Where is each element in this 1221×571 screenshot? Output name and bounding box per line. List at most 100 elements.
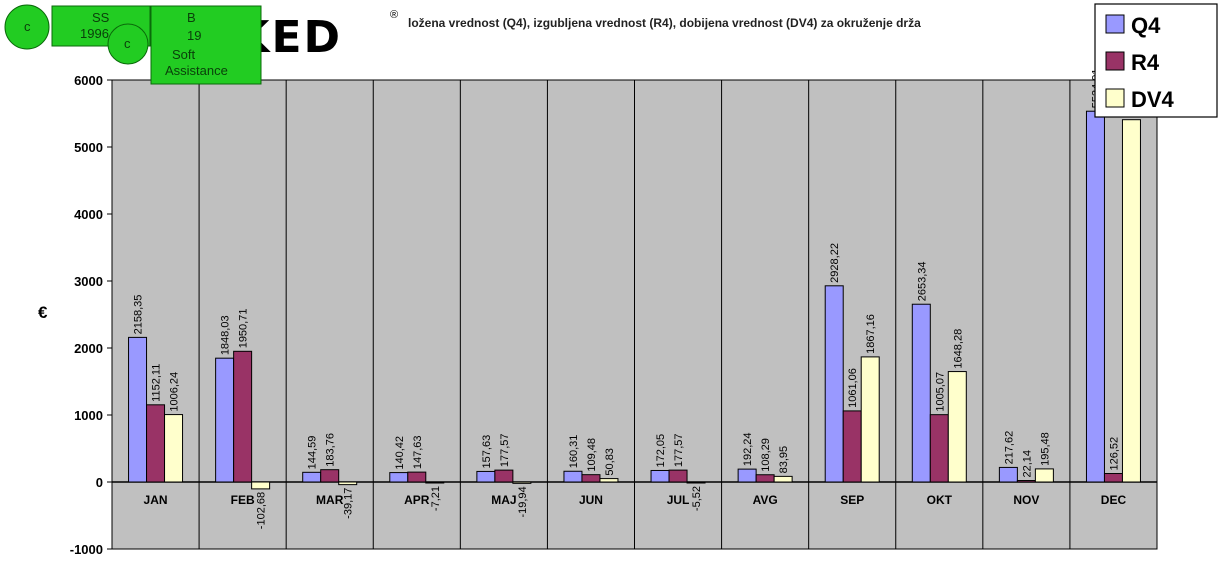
- data-label: 1867,16: [865, 314, 877, 354]
- badge2-line4: Assistance: [165, 63, 228, 78]
- bar-r4-jul: [669, 470, 687, 482]
- bar-r4-apr: [408, 472, 426, 482]
- bar-dv4-sep: [861, 357, 879, 482]
- bar-dv4-maj: [513, 482, 531, 483]
- data-label: 2653,34: [916, 261, 928, 301]
- logo-registered-mark: ®: [390, 9, 398, 21]
- data-label: -19,94: [517, 486, 529, 517]
- bar-r4-avg: [756, 475, 774, 482]
- bar-r4-sep: [843, 411, 861, 482]
- data-label: -5,52: [691, 486, 703, 511]
- bar-q4-mar: [303, 472, 321, 482]
- x-category-label: FEB: [231, 493, 255, 507]
- data-label: 217,62: [1003, 431, 1015, 465]
- badge2-line3: Soft: [172, 47, 196, 62]
- bar-r4-maj: [495, 470, 513, 482]
- legend-swatch-r4: [1106, 52, 1124, 70]
- data-label: 2928,22: [829, 243, 841, 283]
- bar-q4-avg: [738, 469, 756, 482]
- data-label: 144,59: [307, 436, 319, 470]
- data-label: 192,24: [742, 432, 754, 466]
- data-label: 160,31: [568, 435, 580, 469]
- x-category-label: AVG: [753, 493, 778, 507]
- x-category-label: APR: [404, 493, 430, 507]
- data-label: 1648,28: [952, 329, 964, 369]
- bar-r4-feb: [234, 351, 252, 482]
- y-tick-label: 4000: [74, 207, 103, 222]
- bar-q4-okt: [912, 304, 930, 482]
- bar-q4-dec: [1086, 111, 1104, 482]
- bar-q4-jun: [564, 471, 582, 482]
- bar-dv4-avg: [774, 476, 792, 482]
- data-label: 2158,35: [133, 295, 145, 335]
- legend-swatch-q4: [1106, 15, 1124, 33]
- data-label: -102,68: [256, 492, 268, 529]
- data-label: 1005,07: [934, 372, 946, 412]
- bar-q4-sep: [825, 286, 843, 482]
- y-tick-label: 5000: [74, 140, 103, 155]
- x-category-label: JUN: [579, 493, 603, 507]
- data-label: 1061,06: [847, 368, 859, 408]
- data-label: 183,76: [325, 433, 337, 467]
- data-label: 22,14: [1021, 450, 1033, 478]
- x-category-label: NOV: [1013, 493, 1039, 507]
- bar-r4-jan: [147, 405, 165, 482]
- bar-dv4-apr: [426, 482, 444, 483]
- data-label: 147,63: [412, 435, 424, 469]
- bar-q4-jul: [651, 470, 669, 482]
- data-label: 177,57: [673, 433, 685, 467]
- badge1-line2: 1996: [80, 26, 109, 41]
- data-label: 1848,03: [220, 315, 232, 355]
- legend-swatch-dv4: [1106, 89, 1124, 107]
- data-label: 140,42: [394, 436, 406, 470]
- x-category-label: DEC: [1101, 493, 1127, 507]
- x-category-label: JAN: [144, 493, 168, 507]
- y-tick-label: -1000: [70, 542, 103, 557]
- data-label: -7,21: [430, 486, 442, 511]
- bar-dv4-feb: [252, 482, 270, 489]
- bar-dv4-jul: [687, 482, 705, 483]
- data-label: 157,63: [481, 435, 493, 469]
- data-label: 1006,24: [169, 372, 181, 412]
- x-category-label: JUL: [667, 493, 690, 507]
- bar-q4-maj: [477, 471, 495, 482]
- y-tick-label: 3000: [74, 274, 103, 289]
- bar-r4-mar: [321, 470, 339, 482]
- y-tick-label: 1000: [74, 408, 103, 423]
- badge2-line2: 19: [187, 28, 201, 43]
- badge1-line1: SS: [92, 10, 110, 25]
- data-label: 177,57: [499, 433, 511, 467]
- data-label: 126,52: [1108, 437, 1120, 471]
- data-label: 172,05: [655, 434, 667, 468]
- legend-label-r4: R4: [1131, 50, 1160, 75]
- badge1-icon-letter: c: [24, 19, 31, 34]
- y-axis-label: €: [38, 303, 48, 322]
- data-label: 1950,71: [238, 309, 250, 349]
- data-label: 109,48: [586, 438, 598, 472]
- bar-q4-nov: [999, 467, 1017, 482]
- x-category-label: MAJ: [491, 493, 516, 507]
- badge2-line1: B: [187, 10, 196, 25]
- legend: Q4 R4 DV4: [1095, 4, 1217, 117]
- badge2-icon-letter: c: [124, 36, 131, 51]
- bar-dv4-mar: [339, 482, 357, 485]
- y-tick-label: 6000: [74, 73, 103, 88]
- bar-r4-dec: [1104, 474, 1122, 482]
- bar-dv4-jun: [600, 479, 618, 482]
- bar-q4-jan: [129, 337, 147, 482]
- legend-label-q4: Q4: [1131, 13, 1161, 38]
- x-category-label: MAR: [316, 493, 344, 507]
- bar-dv4-jan: [165, 415, 183, 482]
- x-category-label: SEP: [840, 493, 864, 507]
- y-tick-label: 0: [96, 475, 103, 490]
- data-label: 195,48: [1039, 432, 1051, 466]
- bar-dv4-nov: [1035, 469, 1053, 482]
- legend-label-dv4: DV4: [1131, 87, 1175, 112]
- plot-area: -1000 0 1000 2000 3000 4000 5000 6000 2158,35 184…: [70, 68, 1157, 557]
- bar-r4-nov: [1017, 481, 1035, 482]
- bar-r4-okt: [930, 415, 948, 482]
- bar-dv4-dec: [1122, 120, 1140, 482]
- chart-title: ložena vrednost (Q4), izgubljena vrednos…: [408, 16, 921, 30]
- data-label: -39,17: [343, 488, 355, 519]
